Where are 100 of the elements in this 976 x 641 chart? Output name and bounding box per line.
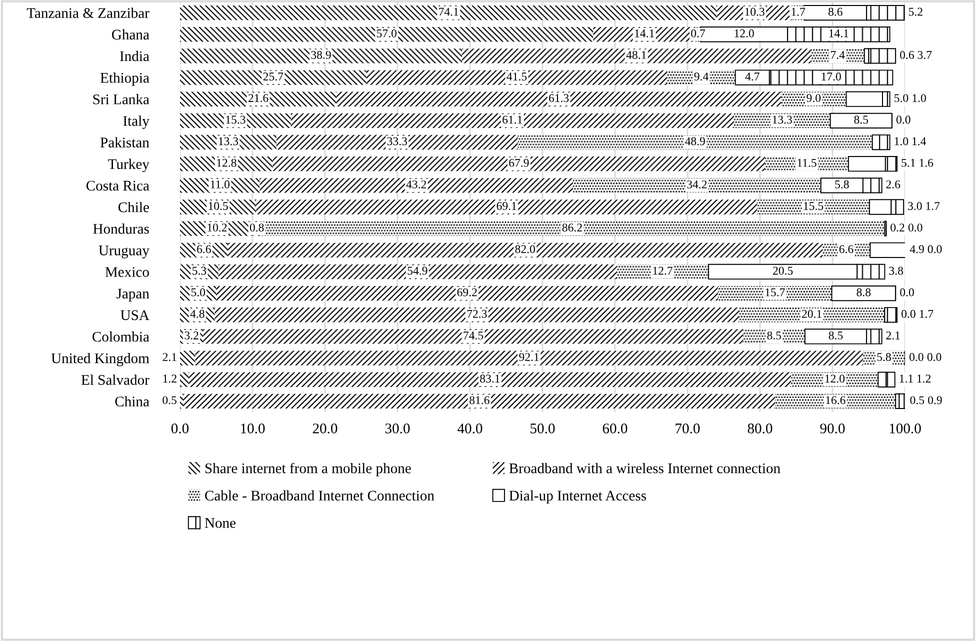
data-label: 92.1 (519, 353, 539, 362)
data-label: 1.7 (926, 202, 940, 210)
data-label: 33.3 (387, 137, 408, 146)
y-tick-label: Tanzania & Zanzibar (26, 8, 150, 18)
x-tick-label: 30.0 (385, 424, 410, 434)
data-label: 86.2 (562, 224, 582, 232)
data-label: 3.7 (918, 50, 932, 59)
data-label: 1.2 (917, 374, 931, 383)
y-tick-label: Colombia (92, 331, 150, 342)
y-tick-label: Ethiopia (100, 72, 150, 86)
data-label: 6.6 (197, 245, 211, 254)
data-label: 7.4 (830, 51, 845, 59)
data-label: 5.2 (908, 8, 922, 16)
data-label: 74.1 (439, 8, 458, 16)
y-tick-label: USA (120, 310, 150, 320)
data-label: 14.1 (635, 29, 654, 38)
data-label: 41.5 (506, 72, 527, 81)
data-label: 9.4 (694, 72, 708, 81)
data-label: 0.0 (927, 353, 942, 362)
data-label: 0.0 (902, 310, 916, 318)
data-label: 5.8 (877, 353, 891, 362)
data-label: 10.3 (745, 8, 764, 16)
data-label: 5.0 (894, 94, 908, 102)
data-label: 8.6 (828, 8, 842, 16)
data-label: 69.2 (457, 288, 477, 296)
data-label: 8.5 (767, 331, 782, 340)
x-tick-label: 40.0 (458, 424, 482, 434)
data-label: 1.6 (920, 158, 934, 167)
data-label: 83.1 (480, 374, 500, 383)
y-tick-label: India (120, 50, 150, 62)
data-label: 5.8 (835, 180, 849, 188)
x-tick-label: 90.0 (820, 424, 845, 434)
data-label: 0.6 (900, 50, 914, 59)
data-label: 1.2 (163, 374, 176, 383)
legend-label: None (204, 518, 236, 528)
x-tick-label: 60.0 (602, 424, 628, 434)
data-label: 2.6 (886, 180, 900, 188)
data-label: 61.3 (548, 94, 569, 102)
data-label: 16.6 (826, 396, 846, 404)
data-label: 15.7 (766, 288, 785, 296)
x-tick-label: 10.0 (241, 424, 265, 434)
data-label: 5.0 (191, 288, 206, 296)
y-tick-label: Turkey (108, 158, 150, 172)
x-tick-label: 0.0 (171, 424, 189, 434)
data-label: 0.0 (928, 245, 942, 254)
x-tick-label: 20.0 (312, 424, 338, 434)
data-label: 74.5 (464, 332, 484, 340)
data-label: 1.4 (912, 137, 926, 146)
y-tick-label: El Salvador (81, 374, 150, 385)
data-label: 11.0 (210, 180, 230, 188)
x-tick-label: 80.0 (748, 424, 772, 434)
data-label: 8.8 (856, 288, 871, 296)
data-label: 48.9 (685, 137, 705, 146)
y-tick-label: Honduras (93, 224, 149, 234)
y-tick-label: Mexico (105, 267, 149, 277)
data-label: 13.3 (218, 137, 238, 146)
data-label: 67.9 (509, 158, 529, 167)
data-label: 0.5 (162, 396, 176, 404)
data-label: 20.5 (773, 266, 793, 275)
data-label: 1.0 (894, 137, 908, 146)
data-label: 0.0 (908, 224, 922, 232)
data-label: 12.8 (217, 158, 236, 167)
data-label: 0.5 (910, 396, 924, 404)
data-label: 4.8 (190, 310, 204, 318)
data-label: 17.0 (822, 72, 841, 81)
data-label: 6.6 (839, 245, 854, 254)
legend-label: Cable - Broadband Internet Connection (205, 490, 434, 501)
data-label: 54.9 (408, 266, 428, 275)
data-label: 0.8 (250, 224, 264, 232)
data-label: 0.9 (928, 396, 942, 404)
data-label: 10.2 (208, 224, 227, 232)
y-tick-label: Pakistan (100, 137, 150, 148)
data-label: 1.0 (912, 94, 926, 102)
x-tick-label: 100.0 (890, 424, 921, 434)
data-label: 12.0 (734, 29, 754, 38)
data-label: 69.1 (496, 202, 516, 210)
x-tick-label: 50.0 (530, 424, 555, 434)
data-label: 82.0 (515, 245, 535, 254)
data-label: 0.7 (691, 29, 706, 38)
y-tick-label: United Kingdom (51, 352, 150, 366)
data-label: 0.2 (890, 224, 904, 232)
x-tick-label: 70.0 (676, 424, 700, 434)
data-label: 25.7 (263, 72, 284, 81)
data-label: 11.5 (798, 158, 816, 167)
data-label: 21.6 (248, 94, 268, 102)
data-label: 4.9 (910, 245, 924, 254)
data-label: 3.0 (908, 202, 922, 210)
data-label: 15.3 (226, 116, 246, 124)
data-label: 14.1 (829, 29, 848, 38)
data-label: 1.1 (900, 374, 913, 383)
data-label: 0.0 (910, 353, 924, 362)
data-label: 13.3 (772, 116, 792, 124)
data-label: 9.0 (806, 94, 821, 102)
data-label: 57.0 (376, 29, 397, 38)
data-label: 48.1 (626, 50, 646, 59)
legend-label: Dial-up Internet Access (509, 490, 646, 504)
data-label: 5.3 (192, 266, 206, 275)
data-label: 2.1 (162, 353, 176, 362)
data-label: 61.1 (502, 116, 522, 124)
y-tick-label: Uruguay (98, 246, 150, 258)
